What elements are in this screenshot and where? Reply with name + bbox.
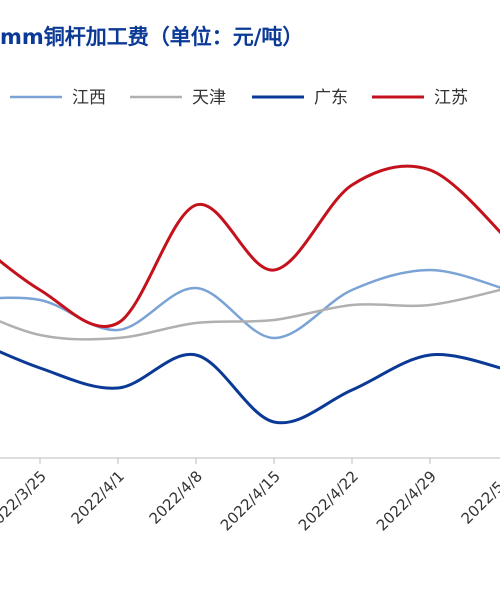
legend-label: 江苏 (434, 88, 468, 108)
x-tick-label: 2022/3/25 (0, 467, 50, 534)
series-line (0, 288, 500, 341)
legend-label: 广东 (314, 88, 348, 108)
series-line (0, 268, 500, 340)
x-tick-label: 2022/4/15 (217, 467, 284, 534)
legend-label: 江西 (72, 88, 106, 108)
x-tick-label: 2022/5/6 (458, 467, 500, 527)
chart-title: mm铜杆加工费（单位：元/吨） (0, 25, 303, 49)
x-tick-label: 2022/4/1 (68, 467, 128, 527)
series-line (0, 164, 500, 329)
x-tick-label: 2022/4/22 (295, 467, 362, 534)
x-tick-label: 2022/4/8 (146, 467, 206, 527)
legend-label: 天津 (192, 88, 226, 108)
x-tick-label: 2022/4/29 (373, 467, 440, 534)
series-line (0, 350, 500, 425)
